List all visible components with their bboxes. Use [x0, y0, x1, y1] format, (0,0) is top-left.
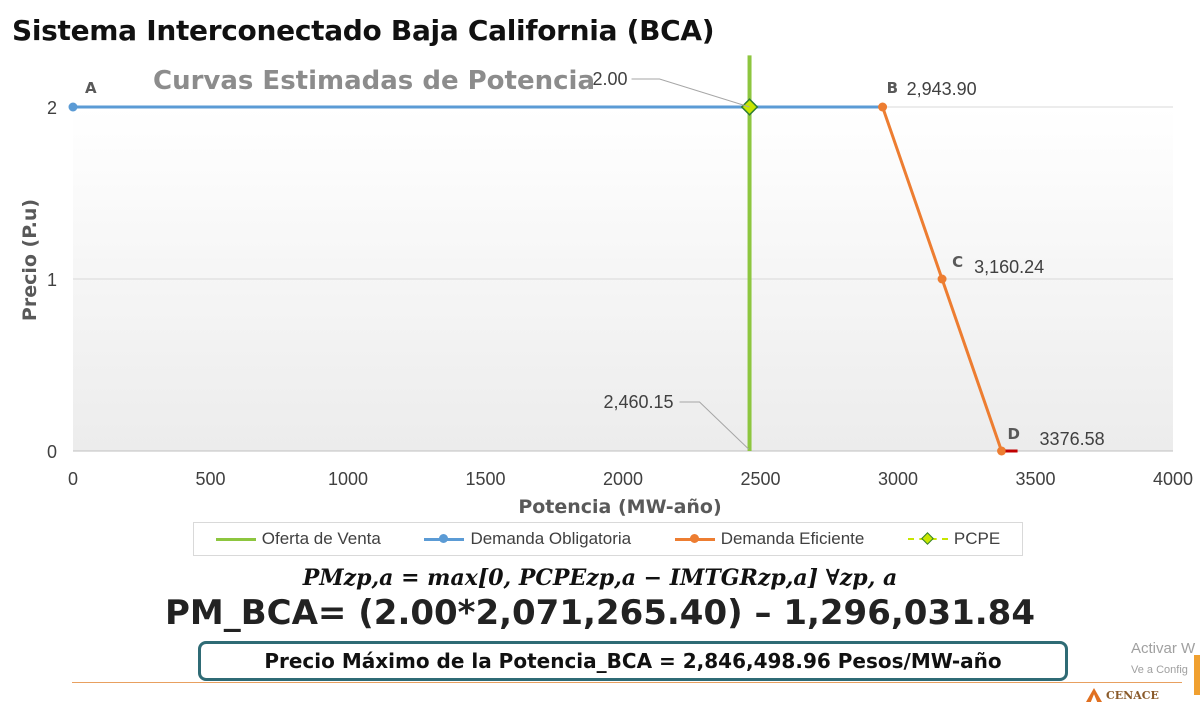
annotation-leader [631, 78, 750, 108]
label-layer: 0 1 2 0 500 1000 1500 2000 2500 3000 3500 4000 A B 2,9… [47, 69, 1193, 489]
y-axis-title: Precio (P.u) [19, 199, 41, 321]
pm-calculation: PM_BCA= (2.00*2,071,265.40) – 1,296,031.… [164, 593, 1035, 633]
legend-diamond-icon [907, 531, 948, 547]
point-letter: B [887, 79, 898, 97]
series-layer [68, 55, 1018, 456]
point-value-label: 2,943.90 [907, 79, 977, 99]
x-axis-title: Potencia (MW-año) [518, 496, 721, 518]
point-letter: C [952, 253, 963, 271]
annotation-leader [679, 401, 749, 450]
price-max-text: Precio Máximo de la Potencia_BCA = 2,846… [264, 649, 1002, 673]
activation-watermark-sub: Ve a Config [1131, 664, 1188, 676]
cenace-logo: CENACE [1086, 688, 1159, 702]
x-tick-label: 500 [195, 469, 225, 489]
point-demanda-eficiente [997, 446, 1007, 456]
legend-label: PCPE [953, 529, 1001, 548]
legend-label: Demanda Eficiente [720, 529, 865, 548]
x-tick-label: 2000 [603, 469, 643, 489]
cenace-logo-text: CENACE [1106, 688, 1159, 702]
point-demanda-obligatoria [68, 102, 78, 112]
legend-line-marker-icon [424, 531, 465, 547]
price-max-box: Precio Máximo de la Potencia_BCA = 2,846… [198, 641, 1068, 681]
x-tick-label: 1500 [465, 469, 505, 489]
legend-item-oferta: Oferta de Venta [215, 529, 381, 549]
decorative-bar [1194, 655, 1200, 695]
formula-definition: PMzp,a = max[0, PCPEzp,a − IMTGRzp,a] ∀z… [302, 565, 898, 591]
legend-item-pcpe: PCPE [907, 529, 1001, 549]
x-tick-label: 1000 [328, 469, 368, 489]
chart-legend: Oferta de Venta Demanda Obligatoria Dema… [193, 522, 1023, 556]
footer-divider [72, 682, 1182, 683]
point-letter: D [1008, 425, 1020, 443]
x-tick-label: 3500 [1015, 469, 1055, 489]
cenace-logo-icon [1086, 688, 1102, 702]
legend-label: Oferta de Venta [261, 529, 381, 548]
x-tick-label: 3000 [878, 469, 918, 489]
point-demanda-eficiente [937, 274, 947, 284]
legend-label: Demanda Obligatoria [470, 529, 632, 548]
legend-item-demanda-eficiente: Demanda Eficiente [674, 529, 865, 549]
page-title: Sistema Interconectado Baja California (… [12, 14, 715, 47]
annotation-label: 2.00 [592, 69, 627, 89]
y-tick-label: 2 [47, 98, 57, 118]
x-tick-label: 0 [68, 469, 78, 489]
chart: 0 1 2 0 500 1000 1500 2000 2500 3000 3500 4000 A B 2,9… [19, 55, 1193, 518]
y-tick-label: 0 [47, 442, 57, 462]
x-tick-label: 2500 [740, 469, 780, 489]
annotation-label: 2,460.15 [603, 392, 673, 412]
legend-item-demanda-obligatoria: Demanda Obligatoria [424, 529, 631, 549]
x-tick-label: 4000 [1153, 469, 1193, 489]
point-value-label: 3,160.24 [974, 257, 1044, 277]
point-value-label: 3376.58 [1040, 429, 1105, 449]
y-tick-label: 1 [47, 270, 57, 290]
point-demanda-eficiente [878, 102, 888, 112]
chart-title: Curvas Estimadas de Potencia [153, 66, 595, 96]
legend-line-icon [215, 531, 256, 547]
point-letter: A [85, 79, 97, 97]
legend-line-marker-icon [674, 531, 715, 547]
activation-watermark: Activar W [1131, 640, 1196, 657]
